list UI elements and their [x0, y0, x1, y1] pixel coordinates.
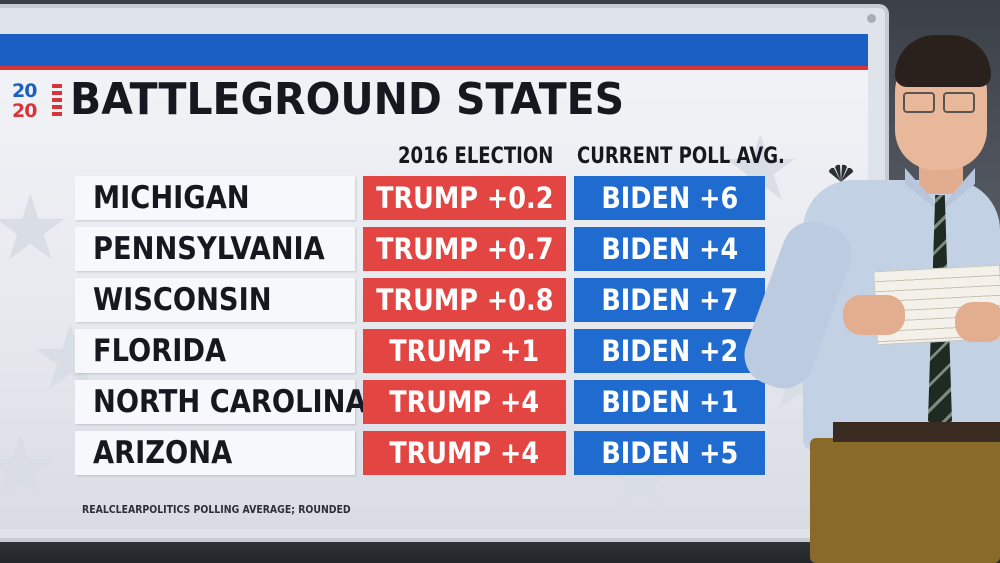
logo-bottom-number: 20: [12, 100, 37, 122]
presenter-hand: [843, 295, 905, 335]
star-icon: ★: [0, 176, 71, 281]
presenter-pants: [810, 438, 1000, 563]
election-2016-cell: TRUMP +1: [363, 329, 566, 373]
board-red-stripe: [0, 66, 868, 70]
election-2016-cell: TRUMP +0.2: [363, 176, 566, 220]
poll-avg-cell: BIDEN +2: [574, 329, 765, 373]
column-header-2016: 2016 ELECTION: [398, 144, 554, 169]
page-title: BATTLEGROUND STATES: [70, 74, 625, 125]
state-name: FLORIDA: [75, 329, 355, 373]
star-icon: ★: [0, 416, 61, 521]
election-2016-cell: TRUMP +0.8: [363, 278, 566, 322]
presenter-hair: [895, 35, 991, 87]
logo-top-number: 20: [12, 80, 37, 102]
election-2020-logo: 20 20: [12, 82, 62, 126]
poll-avg-cell: BIDEN +4: [574, 227, 765, 271]
nbc-peacock-icon: [826, 164, 856, 184]
board-top-bar: [0, 34, 868, 66]
battleground-board: ★ ★ ★ ★ ★ ★ 20 20 BATTLEGROUND STATES 20…: [0, 34, 868, 529]
state-name: MICHIGAN: [75, 176, 355, 220]
glasses-icon: [943, 92, 975, 113]
state-name: PENNSYLVANIA: [75, 227, 355, 271]
source-note: REALCLEARPOLITICS POLLING AVERAGE; ROUND…: [82, 503, 351, 516]
poll-avg-cell: BIDEN +1: [574, 380, 765, 424]
presenter: [736, 30, 1000, 563]
logo-stripes: [52, 84, 62, 122]
election-2016-cell: TRUMP +0.7: [363, 227, 566, 271]
frame-screw-icon: [867, 14, 876, 23]
presenter-hand: [955, 302, 1000, 342]
presenter-belt: [833, 422, 1000, 442]
election-2016-cell: TRUMP +4: [363, 431, 566, 475]
election-2016-cell: TRUMP +4: [363, 380, 566, 424]
poll-avg-cell: BIDEN +7: [574, 278, 765, 322]
poll-avg-cell: BIDEN +5: [574, 431, 765, 475]
state-name: ARIZONA: [75, 431, 355, 475]
poll-avg-cell: BIDEN +6: [574, 176, 765, 220]
column-header-poll: CURRENT POLL AVG.: [577, 144, 785, 169]
glasses-icon: [903, 92, 935, 113]
state-name: NORTH CAROLINA: [75, 380, 367, 424]
state-name: WISCONSIN: [75, 278, 355, 322]
